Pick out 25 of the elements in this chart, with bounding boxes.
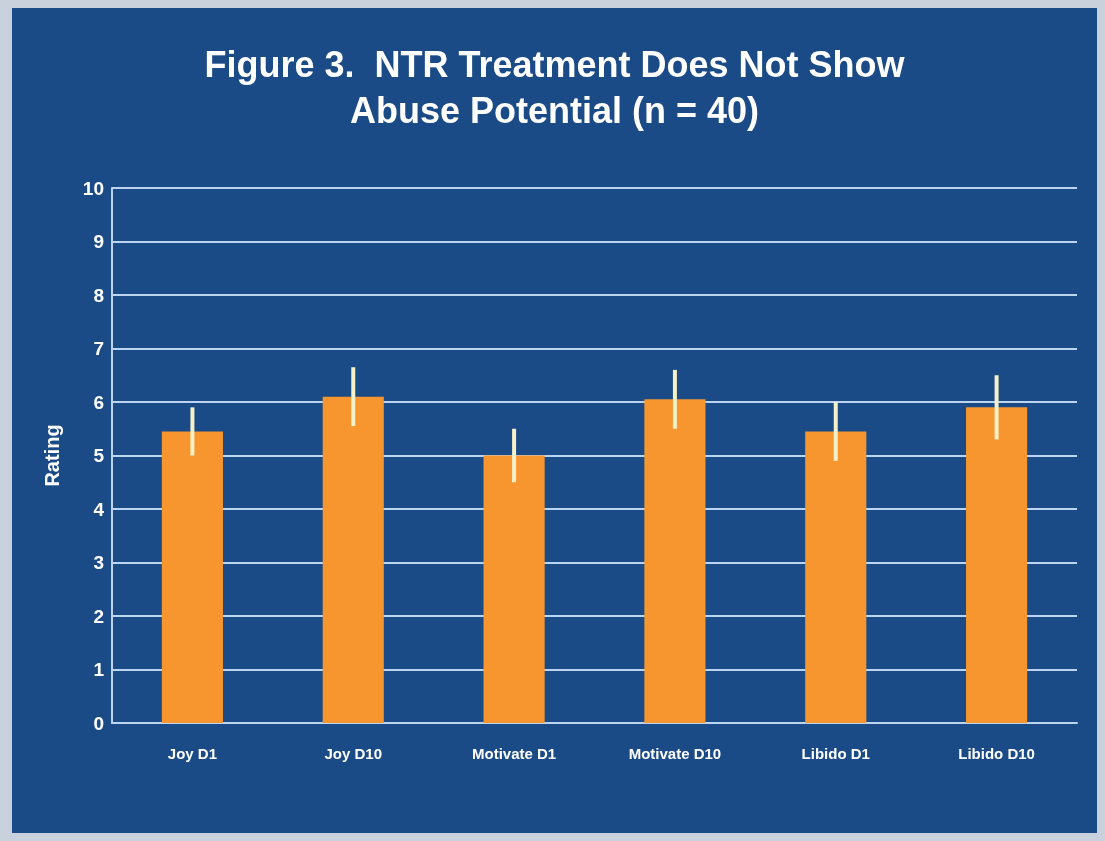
y-tick-label: 0	[93, 712, 104, 734]
x-tick-label: Joy D1	[167, 744, 218, 762]
x-tick-label: Libido D1	[801, 744, 870, 762]
y-tick-label: 6	[93, 391, 104, 413]
y-tick-label: 3	[93, 552, 104, 573]
y-tick-label: 9	[93, 231, 104, 252]
y-tick-label: 7	[93, 338, 104, 359]
x-tick-label: Motivate D1	[471, 744, 557, 762]
y-tick-label: 8	[93, 284, 104, 306]
x-tick-label: Motivate D10	[628, 744, 722, 762]
bar	[966, 407, 1028, 723]
y-axis-title: Rating	[41, 424, 63, 487]
bar	[805, 431, 867, 723]
y-tick-label: 5	[93, 445, 105, 466]
y-tick-label: 4	[93, 498, 105, 520]
chart-title: Figure 3. NTR Treatment Does Not Show Abuse Potential (n = 40)	[204, 43, 906, 131]
y-tick-label: 1	[93, 659, 105, 680]
x-tick-label: Libido D10	[958, 744, 1035, 762]
x-tick-label: Joy D10	[324, 744, 383, 762]
y-tick-label: 10	[82, 177, 104, 199]
bar	[322, 396, 384, 723]
bar	[161, 431, 223, 723]
bar	[483, 455, 545, 723]
bar	[644, 399, 706, 723]
y-tick-label: 2	[93, 605, 104, 627]
